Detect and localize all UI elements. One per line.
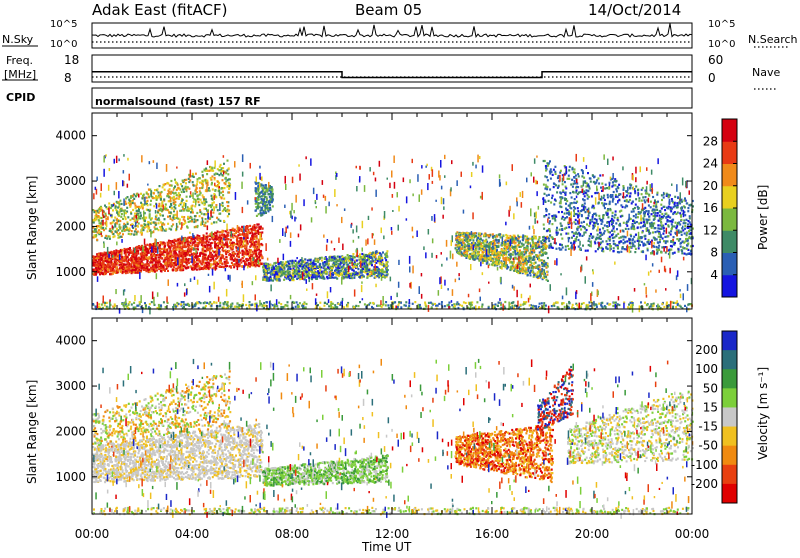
nave-tick-bottom: 0 — [708, 71, 716, 85]
colorbar-swatch — [722, 164, 737, 187]
y-tick-label: 4000 — [55, 129, 86, 143]
colorbar-tick-label: 28 — [703, 134, 718, 148]
nave-tick-top: 60 — [708, 53, 723, 67]
noise-tick-right-bottom: 10^0 — [708, 39, 735, 50]
colorbar-tick-label: 200 — [695, 343, 718, 357]
x-tick-label: 04:00 — [175, 527, 210, 541]
y-tick-label: 4000 — [55, 334, 86, 348]
colorbar-swatch — [722, 407, 737, 427]
colorbar-swatch — [722, 465, 737, 485]
colorbar-tick-label: 50 — [703, 381, 718, 395]
site-title: Adak East (fitACF) — [92, 1, 227, 19]
y-tick-label: 1000 — [55, 470, 86, 484]
nave-label: Nave — [752, 66, 780, 79]
power-colorbar: 4 8 12 16 20 24 28 — [703, 119, 737, 298]
colorbar-tick-label: -200 — [691, 477, 718, 491]
y-tick-label: 2000 — [55, 219, 86, 233]
colorbar-swatch — [722, 369, 737, 389]
x-tick-label: 08:00 — [275, 527, 310, 541]
colorbar-swatch — [722, 388, 737, 408]
power-ylabel: Slant Range [km] — [25, 176, 39, 280]
freq-unit-label: [MHz] — [4, 68, 36, 81]
colorbar-swatch — [722, 427, 737, 447]
velocity-colorbar-label: Velocity [m s⁻¹] — [756, 367, 770, 460]
colorbar-tick-label: 15 — [703, 400, 718, 414]
y-tick-label: 3000 — [55, 379, 86, 393]
colorbar-tick-label: 4 — [710, 268, 718, 282]
colorbar-swatch — [722, 350, 737, 370]
colorbar-swatch — [722, 119, 737, 142]
colorbar-tick-label: 20 — [703, 179, 718, 193]
freq-tick-bottom: 8 — [64, 71, 72, 85]
colorbar-swatch — [722, 331, 737, 351]
colorbar-tick-label: 16 — [703, 201, 718, 215]
colorbar-swatch — [722, 275, 737, 298]
nsky-label: N.Sky — [2, 33, 34, 46]
colorbar-tick-label: 24 — [703, 157, 718, 171]
y-tick-label: 1000 — [55, 265, 86, 279]
colorbar-tick-label: -50 — [698, 439, 718, 453]
colorbar-swatch — [722, 446, 737, 466]
colorbar-swatch — [722, 186, 737, 209]
time-axis-label: Time UT — [361, 540, 412, 554]
noise-sky-line — [92, 24, 692, 38]
cpid-label: CPID — [6, 91, 35, 104]
cpid-value: normalsound (fast) 157 RF — [95, 95, 261, 108]
noise-tick-left-bottom: 10^0 — [50, 39, 77, 50]
y-tick-label: 3000 — [55, 174, 86, 188]
colorbar-swatch — [722, 208, 737, 231]
power-colorbar-label: Power [dB] — [756, 185, 770, 250]
x-tick-label: 00:00 — [675, 527, 710, 541]
noise-tick-left-top: 10^5 — [50, 19, 77, 30]
time-axis: 00:00 04:00 08:00 12:00 16:00 20:00 00:00 — [75, 527, 710, 541]
velocity-colorbar: 200 100 50 15 -15 -50 -100 -200 — [691, 331, 737, 504]
colorbar-swatch — [722, 141, 737, 164]
freq-label: Freq. — [6, 54, 33, 67]
colorbar-tick-label: 8 — [710, 246, 718, 260]
colorbar-tick-label: 100 — [695, 362, 718, 376]
x-tick-label: 20:00 — [575, 527, 610, 541]
y-tick-label: 2000 — [55, 424, 86, 438]
colorbar-swatch — [722, 230, 737, 253]
frequency-panel: Freq. [MHz] 18 8 60 0 Nave — [2, 53, 780, 89]
nsearch-label: N.Search — [748, 33, 798, 46]
noise-panel: N.Sky N.Search 10^5 10^0 10^5 10^0 — [2, 19, 798, 50]
freq-tick-top: 18 — [64, 53, 79, 67]
noise-tick-right-top: 10^5 — [708, 19, 735, 30]
colorbar-swatch — [722, 253, 737, 276]
x-tick-label: 00:00 — [75, 527, 110, 541]
colorbar-tick-label: 12 — [703, 223, 718, 237]
beam-title: Beam 05 — [355, 1, 422, 19]
velocity-ylabel: Slant Range [km] — [25, 380, 39, 484]
power-panel: 1000 2000 3000 4000 Slant Range [km] 4 8 12 16… — [25, 113, 770, 314]
colorbar-tick-label: -100 — [691, 458, 718, 472]
velocity-panel: 1000 2000 3000 4000 Slant Range [km] 200 100… — [25, 318, 770, 519]
cpid-panel: CPID normalsound (fast) 157 RF — [6, 88, 692, 108]
x-tick-label: 12:00 — [375, 527, 410, 541]
x-tick-label: 16:00 — [475, 527, 510, 541]
colorbar-tick-label: -15 — [698, 420, 718, 434]
date-title: 14/Oct/2014 — [588, 1, 681, 19]
colorbar-swatch — [722, 484, 737, 504]
